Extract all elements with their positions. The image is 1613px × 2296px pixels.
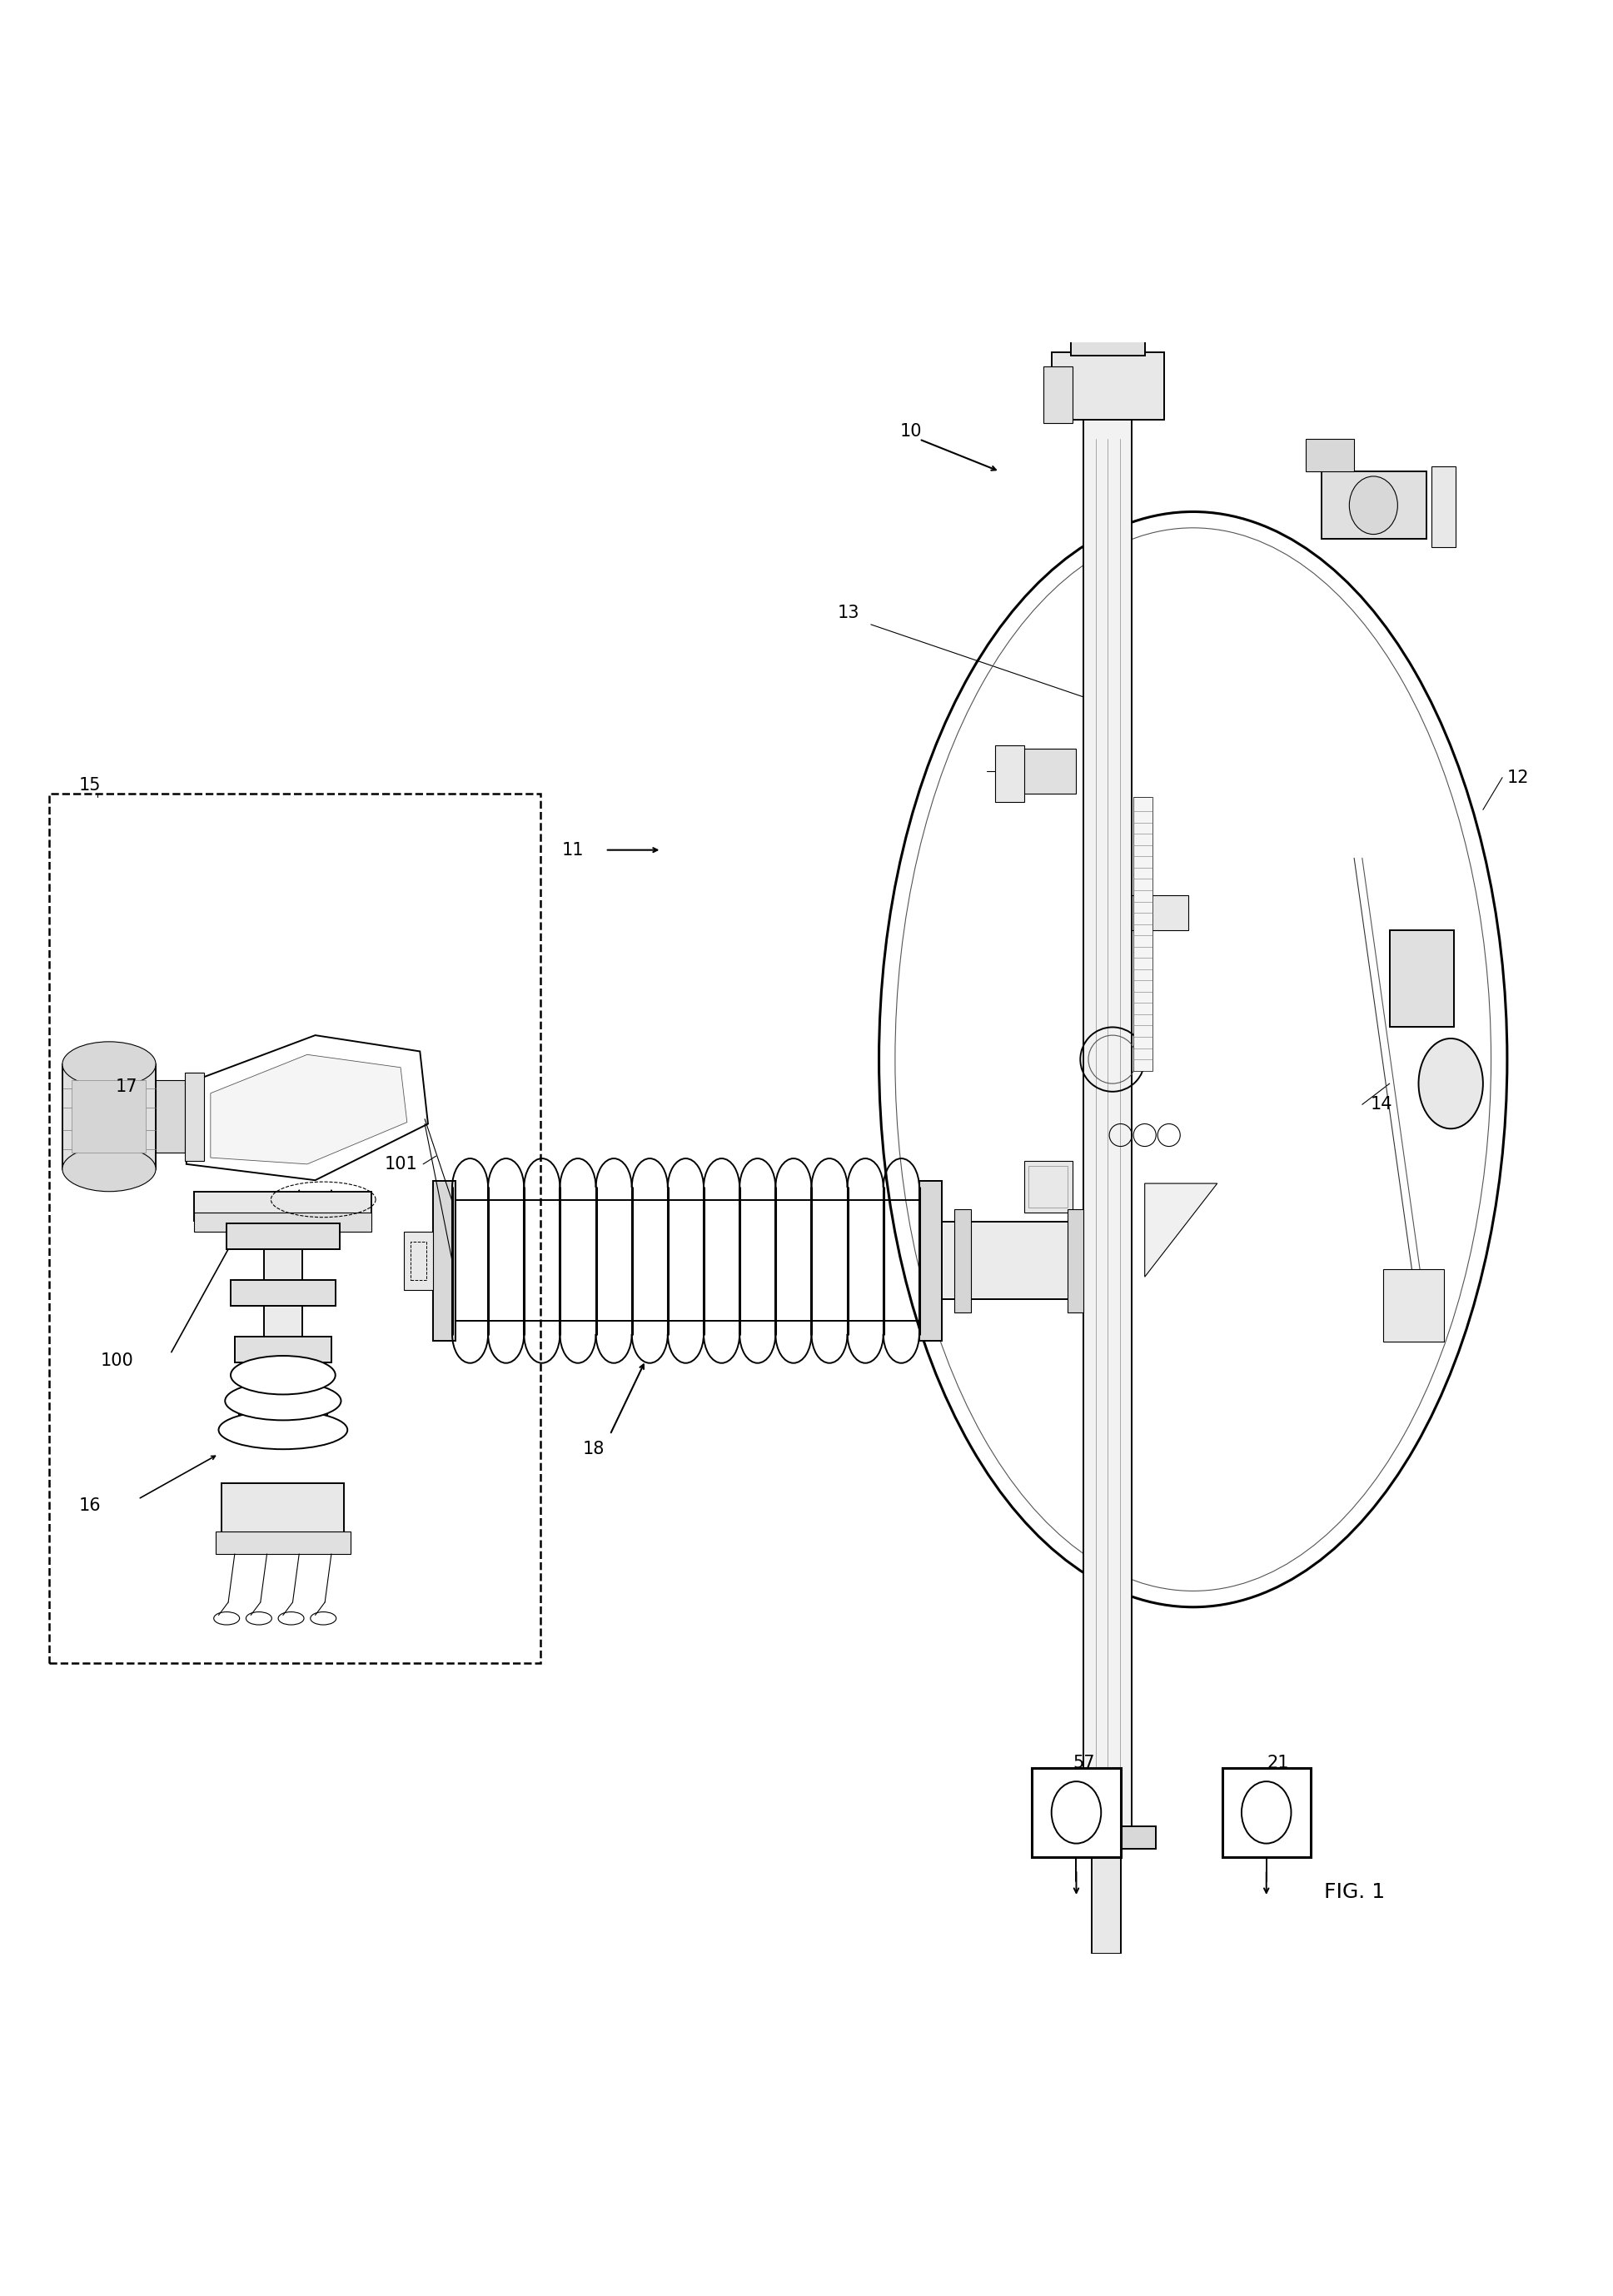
Text: 100: 100 <box>100 1352 134 1368</box>
Text: 11: 11 <box>561 843 584 859</box>
Polygon shape <box>211 1054 406 1164</box>
Bar <box>955 1210 971 1313</box>
Text: 16: 16 <box>79 1497 102 1513</box>
Bar <box>1389 930 1453 1026</box>
Bar <box>1060 1825 1157 1848</box>
Bar <box>432 1180 455 1341</box>
Ellipse shape <box>63 1042 156 1086</box>
Bar <box>1044 367 1073 422</box>
Bar <box>1382 1270 1444 1341</box>
Bar <box>50 794 540 1665</box>
Bar <box>1032 1768 1121 1857</box>
Bar <box>1019 748 1076 794</box>
Text: 10: 10 <box>900 422 923 439</box>
Bar <box>63 1065 156 1169</box>
Text: 57: 57 <box>1073 1754 1095 1773</box>
Ellipse shape <box>879 512 1507 1607</box>
Bar <box>156 1081 185 1153</box>
Text: 17: 17 <box>116 1079 137 1095</box>
Bar <box>235 1336 331 1362</box>
Text: 14: 14 <box>1371 1095 1392 1114</box>
Bar <box>1323 471 1426 540</box>
Bar <box>231 1281 336 1306</box>
Bar <box>263 1231 302 1405</box>
Text: 13: 13 <box>837 604 860 622</box>
Ellipse shape <box>219 1410 347 1449</box>
Bar <box>1223 1768 1311 1857</box>
Bar <box>195 1212 371 1231</box>
Bar <box>1071 315 1145 356</box>
Bar <box>239 1389 327 1414</box>
Bar <box>942 1221 1084 1300</box>
Ellipse shape <box>226 1382 340 1421</box>
Bar <box>1052 351 1165 420</box>
Text: 101: 101 <box>384 1155 418 1173</box>
Text: 15: 15 <box>79 778 100 794</box>
Text: 21: 21 <box>1268 1754 1289 1773</box>
Bar <box>216 1531 350 1554</box>
Polygon shape <box>1145 1182 1218 1277</box>
Bar <box>1132 895 1189 930</box>
Bar <box>403 1231 432 1290</box>
Ellipse shape <box>231 1357 336 1394</box>
Bar <box>1029 1166 1068 1208</box>
Text: FIG. 1: FIG. 1 <box>1324 1883 1384 1901</box>
Bar <box>227 1224 339 1249</box>
Bar <box>1084 406 1132 1832</box>
Bar <box>995 746 1024 801</box>
Bar <box>1307 439 1355 471</box>
Ellipse shape <box>1418 1038 1482 1130</box>
Text: 18: 18 <box>582 1442 605 1458</box>
Bar <box>1134 797 1153 1070</box>
Bar <box>185 1072 205 1162</box>
Bar <box>195 1192 371 1221</box>
Polygon shape <box>187 1035 427 1180</box>
Bar <box>410 1242 426 1281</box>
Ellipse shape <box>1350 475 1397 535</box>
Bar <box>73 1081 147 1153</box>
Bar <box>919 1180 942 1341</box>
Bar <box>1431 466 1455 546</box>
Bar <box>223 1483 344 1534</box>
Bar <box>1024 1162 1073 1212</box>
Bar <box>1092 1832 1121 1954</box>
Text: 12: 12 <box>1508 769 1529 785</box>
Bar <box>1068 1210 1084 1313</box>
Ellipse shape <box>63 1146 156 1192</box>
